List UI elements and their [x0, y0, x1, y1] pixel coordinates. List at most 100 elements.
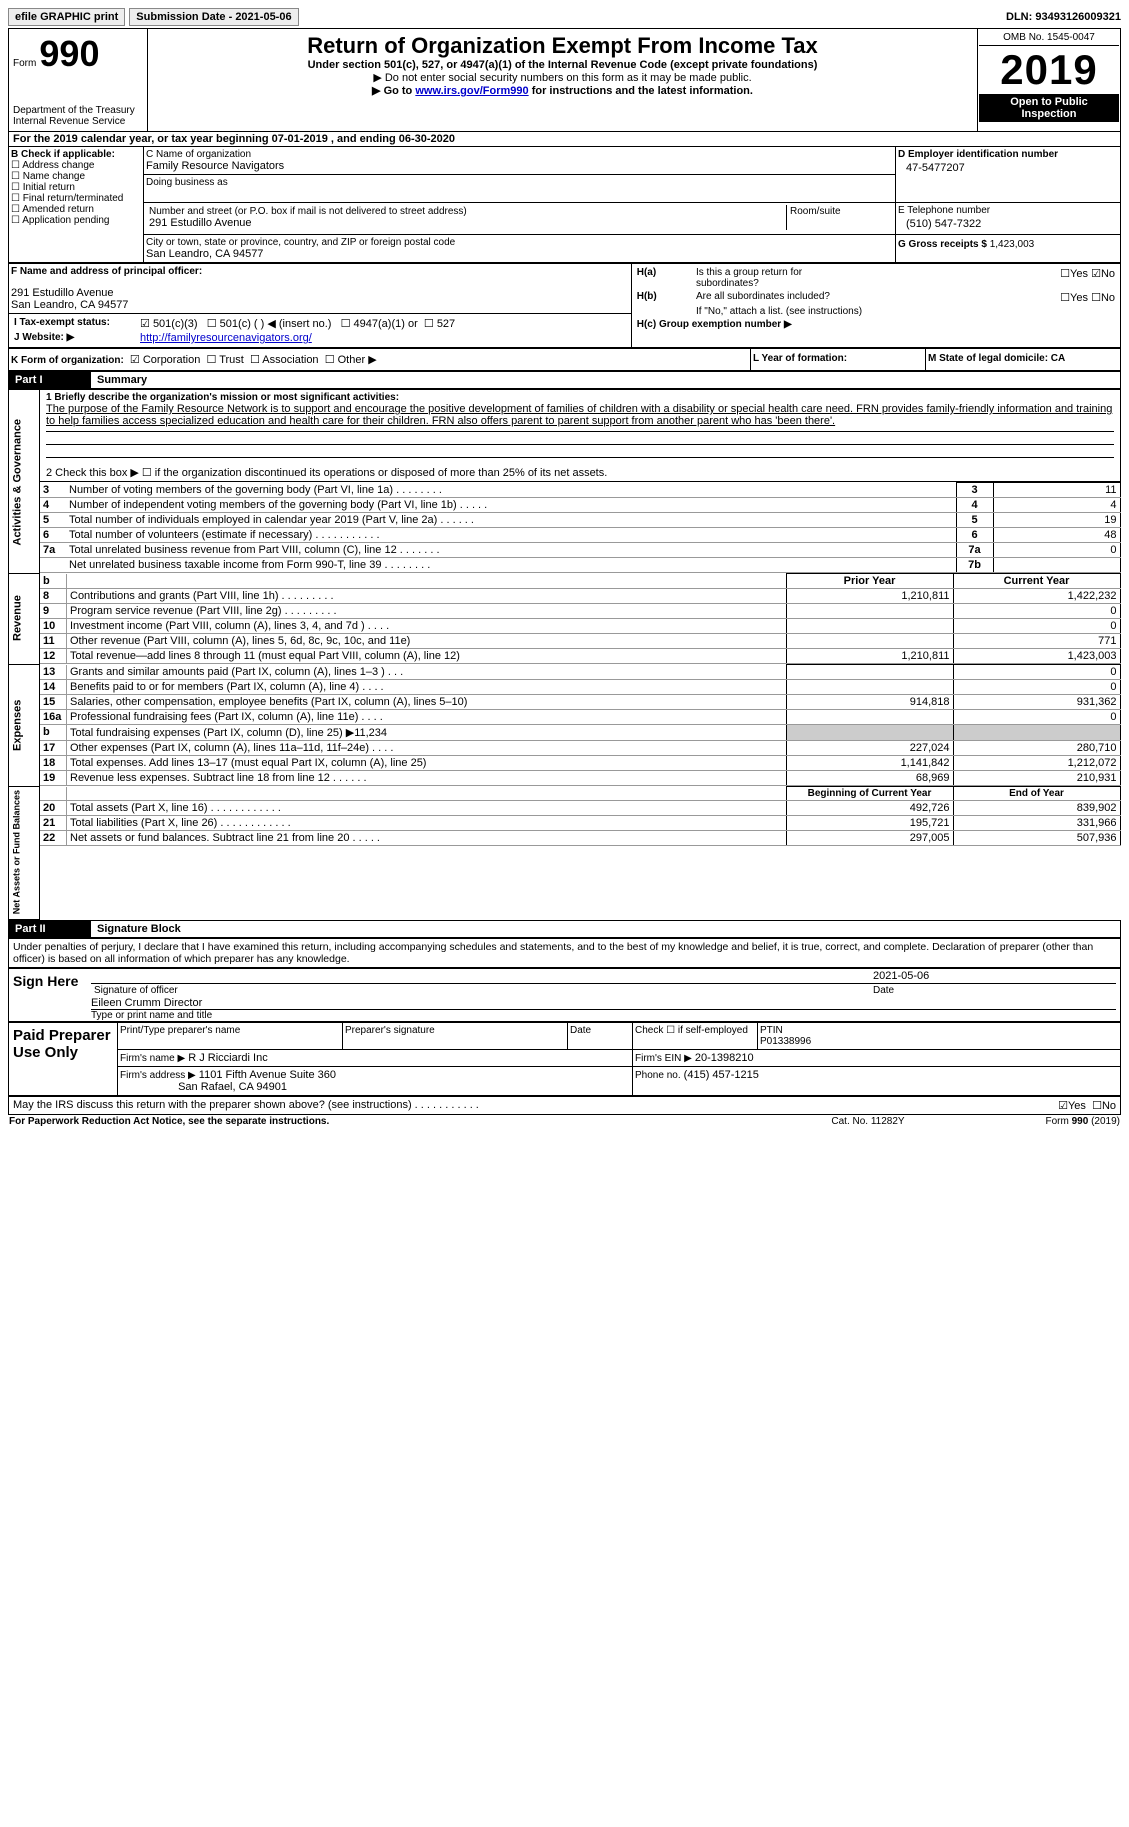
- i-501c3-check[interactable]: ☑: [140, 317, 150, 330]
- omb-text: OMB No. 1545-0047: [979, 30, 1119, 46]
- data-row: 11Other revenue (Part VIII, column (A), …: [40, 634, 1120, 649]
- b-label: B Check if applicable:: [11, 149, 141, 160]
- ha-no-check[interactable]: ☑: [1091, 267, 1101, 280]
- side-expenses: Expenses: [9, 664, 40, 786]
- footer-row: For Paperwork Reduction Act Notice, see …: [8, 1115, 1121, 1128]
- data-row: 17Other expenses (Part IX, column (A), l…: [40, 741, 1120, 756]
- hb-text: Are all subordinates included?: [693, 290, 1012, 305]
- b-cell: b: [40, 574, 67, 589]
- cy-head: Current Year: [953, 574, 1120, 589]
- hb-no-check[interactable]: ☐: [1091, 291, 1101, 304]
- firm-addr2: San Rafael, CA 94901: [178, 1081, 287, 1093]
- data-row: 19Revenue less expenses. Subtract line 1…: [40, 771, 1120, 786]
- firm-ein-lbl: Firm's EIN ▶: [635, 1053, 692, 1064]
- h-preparer: Print/Type preparer's name: [118, 1022, 343, 1049]
- firm-ein: 20-1398210: [695, 1052, 754, 1064]
- dept-text: Department of the TreasuryInternal Reven…: [13, 105, 143, 127]
- data-row: 22Net assets or fund balances. Subtract …: [40, 831, 1120, 846]
- i-527-check[interactable]: ☐: [424, 317, 434, 330]
- b-option[interactable]: ☐ Final return/terminated: [11, 193, 141, 204]
- gov-row: Net unrelated business taxable income fr…: [40, 558, 1120, 573]
- py-head: Prior Year: [786, 574, 953, 589]
- fhi-table: F Name and address of principal officer:…: [8, 263, 1121, 348]
- officer-name: Eileen Crumm Director: [91, 997, 1116, 1010]
- k-trust-check[interactable]: ☐: [206, 353, 216, 366]
- subtitle1: Under section 501(c), 527, or 4947(a)(1)…: [152, 59, 973, 71]
- data-row: 21Total liabilities (Part X, line 26) . …: [40, 816, 1120, 831]
- gov-row: 6Total number of volunteers (estimate if…: [40, 528, 1120, 543]
- info-table: B Check if applicable: ☐ Address change☐…: [8, 146, 1121, 263]
- b-options: ☐ Address change☐ Name change☐ Initial r…: [11, 160, 141, 226]
- k-corp-check[interactable]: ☑: [130, 353, 140, 366]
- street-label: Number and street (or P.O. box if mail i…: [149, 206, 783, 217]
- discuss-text: May the IRS discuss this return with the…: [9, 1096, 993, 1114]
- discuss-no: No: [1102, 1100, 1116, 1112]
- sig-date: 2021-05-06: [870, 969, 1116, 984]
- footer-left: For Paperwork Reduction Act Notice, see …: [8, 1115, 767, 1128]
- paid-label: Paid Preparer Use Only: [9, 1022, 118, 1095]
- discuss-no-check[interactable]: ☐: [1092, 1099, 1102, 1112]
- ptin-val: P01338996: [760, 1036, 811, 1047]
- phone-value: (510) 547-7322: [898, 216, 1118, 232]
- b-option[interactable]: ☐ Address change: [11, 160, 141, 171]
- part2-header: Part II Signature Block: [8, 920, 1121, 938]
- efile-button[interactable]: efile GRAPHIC print: [8, 8, 125, 26]
- k-o1: Corporation: [143, 354, 200, 366]
- h-ptin: PTIN: [760, 1025, 783, 1036]
- data-row: 14Benefits paid to or for members (Part …: [40, 680, 1120, 695]
- i-o2: 501(c) ( ) ◀ (insert no.): [220, 318, 332, 330]
- sig-officer-lbl: Signature of officer: [91, 983, 870, 997]
- room-label: Room/suite: [787, 205, 894, 230]
- part2-tag: Part II: [9, 920, 92, 937]
- b-option[interactable]: ☐ Application pending: [11, 215, 141, 226]
- sub3-pre: ▶ Go to: [372, 85, 415, 97]
- officer-name-lbl: Type or print name and title: [91, 1010, 1116, 1021]
- ein-value: 47-5477207: [898, 160, 1118, 176]
- discuss-yes-check[interactable]: ☑: [1058, 1099, 1068, 1112]
- line-a-text: For the 2019 calendar year, or tax year …: [13, 133, 455, 145]
- hb-yes-check[interactable]: ☐: [1060, 291, 1070, 304]
- no-lbl: No: [1101, 268, 1115, 280]
- h-date: Date: [568, 1022, 633, 1049]
- data-row: 18Total expenses. Add lines 13–17 (must …: [40, 756, 1120, 771]
- m-label: M State of legal domicile: CA: [926, 349, 1121, 371]
- header-table: Form 990 Department of the TreasuryInter…: [8, 28, 1121, 132]
- discuss-row: May the IRS discuss this return with the…: [8, 1096, 1121, 1115]
- city-label: City or town, state or province, country…: [146, 237, 893, 248]
- part1-body: Activities & Governance 1 Briefly descri…: [8, 389, 1121, 920]
- h-note: If "No," attach a list. (see instruction…: [693, 305, 1118, 318]
- l-label: L Year of formation:: [751, 349, 926, 371]
- form990-link[interactable]: www.irs.gov/Form990: [415, 85, 528, 97]
- side-net: Net Assets or Fund Balances: [9, 786, 40, 919]
- k-o4: Other ▶: [338, 354, 377, 366]
- i-4947-check[interactable]: ☐: [341, 317, 351, 330]
- website-link[interactable]: http://familyresourcenavigators.org/: [140, 332, 312, 344]
- firm-name-lbl: Firm's name ▶: [120, 1053, 185, 1064]
- city-value: San Leandro, CA 94577: [146, 248, 893, 260]
- form-title: Return of Organization Exempt From Incom…: [152, 33, 973, 59]
- klm-table: K Form of organization: ☑ Corporation ☐ …: [8, 348, 1121, 371]
- side-governance: Activities & Governance: [9, 390, 40, 574]
- part1-header: Part I Summary: [8, 371, 1121, 389]
- gov-row: 5Total number of individuals employed in…: [40, 513, 1120, 528]
- boy-head: Beginning of Current Year: [786, 787, 953, 801]
- discuss-yes: Yes: [1068, 1100, 1086, 1112]
- yes-lbl: Yes: [1070, 268, 1088, 280]
- b-option[interactable]: ☐ Name change: [11, 171, 141, 182]
- firm-addr-lbl: Firm's address ▶: [120, 1070, 196, 1081]
- f-addr2: San Leandro, CA 94577: [11, 299, 629, 311]
- k-assoc-check[interactable]: ☐: [250, 353, 260, 366]
- data-row: 15Salaries, other compensation, employee…: [40, 695, 1120, 710]
- part2-title: Signature Block: [91, 920, 1121, 937]
- ha-yes-check[interactable]: ☐: [1060, 267, 1070, 280]
- b-option[interactable]: ☐ Initial return: [11, 182, 141, 193]
- footer-mid: Cat. No. 11282Y: [767, 1115, 969, 1128]
- b-option[interactable]: ☐ Amended return: [11, 204, 141, 215]
- data-row: 12Total revenue—add lines 8 through 11 (…: [40, 649, 1120, 664]
- data-row: 8Contributions and grants (Part VIII, li…: [40, 589, 1120, 604]
- k-o3: Association: [262, 354, 318, 366]
- i-501c-check[interactable]: ☐: [207, 317, 217, 330]
- submission-button[interactable]: Submission Date - 2021-05-06: [129, 8, 298, 26]
- k-other-check[interactable]: ☐: [325, 353, 335, 366]
- tax-year: 2019: [979, 46, 1119, 94]
